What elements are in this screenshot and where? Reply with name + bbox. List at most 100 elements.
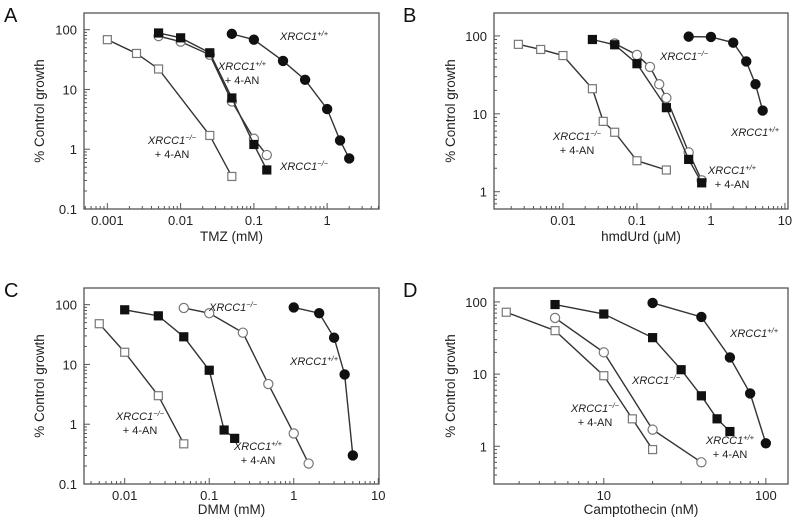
data-point [697,178,707,188]
series-annotation: XRCC1−/− [659,49,709,63]
genotype-superscript: +/+ [767,326,778,335]
data-point [237,327,249,338]
data-point [741,56,752,67]
series-annotation: XRCC1−/− [631,373,681,387]
series-annotation: XRCC1−/− [279,159,329,173]
x-tick-label: 0.01 [112,488,137,503]
data-point [102,35,112,45]
series-annotation: XRCC1+/+ [729,326,779,340]
treatment-label: + 4-AN [578,417,613,429]
y-tick-label: 0.1 [59,477,77,492]
x-tick-label: 10 [778,213,792,228]
data-point [724,352,736,363]
x-tick-label: 1 [324,213,331,228]
y-tick-label: 10 [473,367,487,382]
treatment-label: + 4-AN [225,75,260,87]
treatment-label: + 4-AN [241,455,276,467]
gene-name: XRCC1 [707,165,745,177]
gene-name: XRCC1 [217,61,255,73]
x-tick-label: 10 [371,488,385,503]
genotype-superscript: +/+ [271,439,282,448]
genotype-superscript: +/+ [745,163,756,172]
series-xrcc1- [647,297,772,449]
data-point [550,326,560,336]
data-point [598,347,610,358]
series-xrcc1-4-an [587,34,707,188]
data-point [513,39,524,49]
genotype-superscript: −/− [153,409,164,418]
y-tick-label: 100 [55,298,77,313]
data-point [610,127,620,137]
data-point [501,307,511,317]
data-point [696,457,707,468]
x-tick-label: 0.01 [168,213,193,228]
y-axis-label: % Control growth [443,334,458,438]
series-annotation: XRCC1+/+ [233,439,283,453]
y-axis-label: % Control growth [443,59,458,163]
genotype-superscript: +/+ [768,125,779,134]
series-annotation: XRCC1+/+ [217,59,267,73]
series-annotation: XRCC1−/− [208,300,258,314]
y-tick-label: 10 [63,82,77,97]
data-point [227,171,237,182]
data-point [262,165,272,175]
data-point [647,333,658,343]
data-point [632,156,642,166]
data-point [153,64,164,74]
gene-name: XRCC1 [705,435,743,447]
data-point [712,414,722,424]
data-point [153,28,164,38]
y-tick-label: 10 [473,107,487,122]
data-point [249,139,259,150]
series-xrcc1-4-an [153,28,272,175]
data-point [647,297,658,309]
gene-name: XRCC1 [552,131,590,143]
series-line [688,35,764,111]
data-point [661,165,671,175]
panel-letter: D [403,280,417,302]
panel-a: A 0.001 0.01 0.1 1 0.1 1 10 100 TMZ (mM) % Control… [4,5,380,244]
plot-frame [83,287,380,485]
data-point [153,311,163,321]
x-axis-label: Camptothecin (nM) [584,502,699,517]
data-point [205,130,215,141]
series-line [554,317,702,463]
x-tick-label: 0.001 [91,213,124,228]
gene-name: XRCC1 [729,328,767,340]
data-point [631,49,643,61]
series-xrcc1- [178,302,314,469]
series-xrcc1-4-an [501,307,658,455]
data-point [176,33,186,43]
series-xrcc1-4-an [102,35,237,182]
series-line [293,306,354,456]
gene-name: XRCC1 [279,31,317,43]
data-point [179,439,189,449]
series-annotation: XRCC1−/− [115,409,165,423]
gene-name: XRCC1 [631,375,669,387]
series-annotation: XRCC1+/+ [730,125,780,139]
gene-name: XRCC1 [208,302,246,314]
gene-name: XRCC1 [659,51,697,63]
x-tick-label: 0.1 [200,488,218,503]
data-point [339,369,350,380]
gene-name: XRCC1 [289,356,327,368]
y-tick-label: 10 [63,357,77,372]
series-annotation: XRCC1−/− [552,129,602,143]
gene-name: XRCC1 [570,403,608,415]
genotype-superscript: −/− [608,401,619,410]
data-point [684,154,694,164]
y-tick-label: 100 [465,295,487,310]
data-point [227,93,237,103]
genotype-superscript: −/− [185,133,196,142]
y-tick-label: 1 [70,417,77,432]
data-point [632,59,642,69]
genotype-superscript: +/+ [743,433,754,442]
data-point [661,103,671,113]
data-point [661,92,672,104]
data-point [627,414,637,424]
x-axis-label: hmdUrd (μM) [601,229,681,244]
data-point [599,309,609,319]
x-tick-label: 0.1 [245,213,263,228]
series-xrcc1- [549,312,707,468]
y-axis-label: % Control growth [32,59,47,163]
